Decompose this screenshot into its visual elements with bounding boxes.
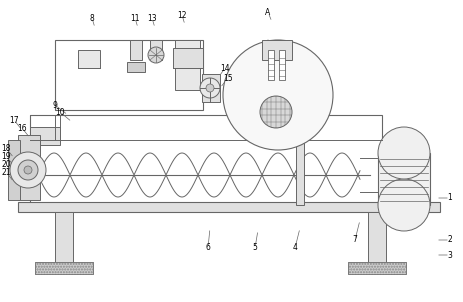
Bar [347,262,405,274]
Circle shape [259,96,291,128]
Circle shape [206,84,213,92]
Circle shape [377,127,429,179]
Text: 18: 18 [1,143,11,153]
Bar [35,262,93,274]
Bar [295,95,303,205]
Text: 15: 15 [223,73,232,82]
Text: 11: 11 [130,14,139,23]
Bar [127,62,144,72]
Text: 10: 10 [55,108,65,117]
Bar [377,153,429,205]
Bar [35,262,93,274]
Circle shape [10,152,46,188]
Circle shape [223,40,332,150]
Circle shape [200,78,219,98]
Bar [18,135,40,200]
Text: 6: 6 [205,243,210,252]
Bar [55,40,203,110]
Text: 13: 13 [147,14,156,23]
Text: 7: 7 [352,236,357,245]
Text: 12: 12 [177,11,186,20]
Text: 1: 1 [447,194,451,203]
Bar [268,50,274,80]
Text: 19: 19 [1,152,11,160]
Circle shape [377,179,429,231]
Bar [173,48,203,68]
Bar [130,40,142,60]
Text: 8: 8 [89,14,94,23]
Bar [367,212,385,262]
Bar [55,212,73,262]
Bar [278,50,284,80]
Bar [18,202,439,212]
Text: 5: 5 [252,243,257,252]
Text: 2: 2 [447,236,451,245]
Bar [175,40,200,90]
Text: 9: 9 [52,101,57,110]
Text: 16: 16 [17,124,27,133]
Circle shape [148,47,163,63]
Circle shape [18,160,38,180]
Bar [347,262,405,274]
Bar [262,40,291,60]
Text: 4: 4 [292,243,297,252]
Text: 20: 20 [1,159,11,169]
Text: 3: 3 [447,250,451,259]
Text: 21: 21 [1,168,11,176]
Bar [8,140,20,200]
Text: A: A [265,8,270,17]
Circle shape [24,166,32,174]
Text: 14: 14 [220,63,229,72]
Bar [150,40,162,60]
Bar [30,127,60,145]
Bar [201,74,219,102]
Bar [78,50,100,68]
Bar [30,115,381,205]
Text: 17: 17 [9,115,19,124]
